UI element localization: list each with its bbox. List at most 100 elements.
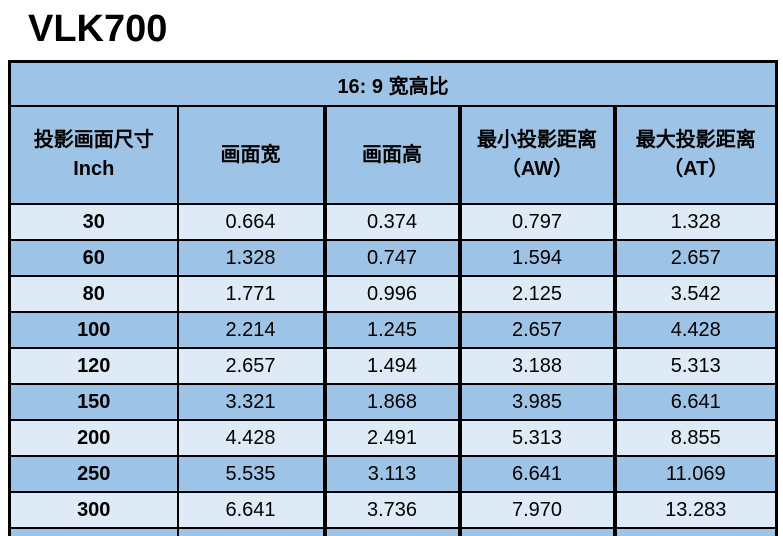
- double-line-separator: [457, 275, 462, 313]
- cell-max-distance: 13.283: [614, 491, 778, 529]
- double-line-separator: [457, 203, 462, 241]
- double-line-separator: [322, 347, 327, 385]
- double-line-separator: [612, 347, 617, 385]
- table-row: 250 5.535 3.113 6.641 11.069: [8, 455, 778, 493]
- double-line-separator: [322, 311, 327, 349]
- table-row: 100 2.214 1.245 2.657 4.428: [8, 311, 778, 349]
- cell-width: 5.535: [176, 455, 325, 493]
- double-line-separator: [612, 275, 617, 313]
- cell-size: 250: [8, 455, 179, 493]
- bottom-strip-cell: [176, 527, 325, 536]
- cell-height: 1.494: [324, 347, 460, 385]
- cell-height: 1.245: [324, 311, 460, 349]
- cell-max-distance: 11.069: [614, 455, 778, 493]
- cell-height: 1.868: [324, 383, 460, 421]
- cell-height: 2.491: [324, 419, 460, 457]
- bottom-strip-cell: [324, 527, 460, 536]
- cell-size: 30: [8, 203, 179, 241]
- double-line-separator: [612, 383, 617, 421]
- double-line-separator: [457, 383, 462, 421]
- column-header-width-line1: 画面宽: [220, 143, 281, 166]
- column-header-min-distance-line2: （AW）: [500, 158, 574, 180]
- table-row: 120 2.657 1.494 3.188 5.313: [8, 347, 778, 385]
- cell-max-distance: 6.641: [614, 383, 778, 421]
- double-line-separator: [612, 105, 617, 205]
- bottom-strip-row: [8, 527, 778, 536]
- cell-min-distance: 2.125: [459, 275, 615, 313]
- double-line-separator: [322, 105, 327, 205]
- double-line-separator: [457, 419, 462, 457]
- table-row: 30 0.664 0.374 0.797 1.328: [8, 203, 778, 241]
- table-row: 60 1.328 0.747 1.594 2.657: [8, 239, 778, 277]
- cell-min-distance: 3.985: [459, 383, 615, 421]
- double-line-separator: [322, 455, 327, 493]
- bottom-strip-cell: [459, 527, 615, 536]
- cell-height: 3.736: [324, 491, 460, 529]
- cell-min-distance: 0.797: [459, 203, 615, 241]
- cell-width: 2.657: [176, 347, 325, 385]
- double-line-separator: [457, 311, 462, 349]
- cell-min-distance: 1.594: [459, 239, 615, 277]
- cell-height: 3.113: [324, 455, 460, 493]
- cell-size: 150: [8, 383, 179, 421]
- cell-width: 2.214: [176, 311, 325, 349]
- cell-size: 200: [8, 419, 179, 457]
- cell-size: 60: [8, 239, 179, 277]
- cell-max-distance: 5.313: [614, 347, 778, 385]
- cell-min-distance: 5.313: [459, 419, 615, 457]
- double-line-separator: [612, 419, 617, 457]
- double-line-separator: [612, 203, 617, 241]
- column-header-max-distance-line2: （AT）: [663, 158, 729, 180]
- cell-width: 6.641: [176, 491, 325, 529]
- column-header-row: 投影画面尺寸 Inch 画面宽 画面高 最小投影距离 （AW） 最大投影距离 （…: [8, 105, 778, 205]
- column-header-min-distance-line1: 最小投影距离: [477, 129, 597, 151]
- cell-max-distance: 8.855: [614, 419, 778, 457]
- column-header-width: 画面宽: [176, 105, 325, 205]
- cell-max-distance: 2.657: [614, 239, 778, 277]
- cell-size: 100: [8, 311, 179, 349]
- double-line-separator: [322, 419, 327, 457]
- double-line-separator: [457, 105, 462, 205]
- page-title: VLK700: [28, 8, 168, 50]
- cell-width: 3.321: [176, 383, 325, 421]
- table-row: 200 4.428 2.491 5.313 8.855: [8, 419, 778, 457]
- column-header-max-distance: 最大投影距离 （AT）: [614, 105, 778, 205]
- double-line-separator: [322, 275, 327, 313]
- double-line-separator: [612, 311, 617, 349]
- bottom-strip-cell: [8, 527, 179, 536]
- cell-max-distance: 1.328: [614, 203, 778, 241]
- column-header-max-distance-line1: 最大投影距离: [635, 129, 756, 151]
- cell-min-distance: 2.657: [459, 311, 615, 349]
- table-title-row: 16: 9 宽高比: [8, 60, 778, 107]
- cell-height: 0.747: [324, 239, 460, 277]
- projection-distance-table: 16: 9 宽高比 投影画面尺寸 Inch 画面宽 画面高 最小投影距离 （AW…: [8, 60, 779, 536]
- double-line-separator: [457, 347, 462, 385]
- cell-height: 0.374: [324, 203, 460, 241]
- double-line-separator: [322, 383, 327, 421]
- cell-min-distance: 3.188: [459, 347, 615, 385]
- table-title: 16: 9 宽高比: [8, 60, 778, 107]
- double-line-separator: [457, 491, 462, 529]
- column-header-size: 投影画面尺寸 Inch: [8, 105, 179, 205]
- double-line-separator: [612, 455, 617, 493]
- table-row: 80 1.771 0.996 2.125 3.542: [8, 275, 778, 313]
- double-line-separator: [612, 491, 617, 529]
- table-row: 150 3.321 1.868 3.985 6.641: [8, 383, 778, 421]
- column-header-min-distance: 最小投影距离 （AW）: [459, 105, 615, 205]
- double-line-separator: [457, 239, 462, 277]
- double-line-separator: [457, 455, 462, 493]
- cell-height: 0.996: [324, 275, 460, 313]
- column-header-height: 画面高: [324, 105, 460, 205]
- cell-max-distance: 4.428: [614, 311, 778, 349]
- cell-width: 0.664: [176, 203, 325, 241]
- cell-width: 1.328: [176, 239, 325, 277]
- cell-size: 80: [8, 275, 179, 313]
- cell-size: 300: [8, 491, 179, 529]
- bottom-strip-cell: [614, 527, 778, 536]
- cell-width: 1.771: [176, 275, 325, 313]
- double-line-separator: [322, 203, 327, 241]
- column-header-height-line1: 画面高: [362, 143, 422, 166]
- double-line-separator: [322, 239, 327, 277]
- double-line-separator: [612, 239, 617, 277]
- cell-width: 4.428: [176, 419, 325, 457]
